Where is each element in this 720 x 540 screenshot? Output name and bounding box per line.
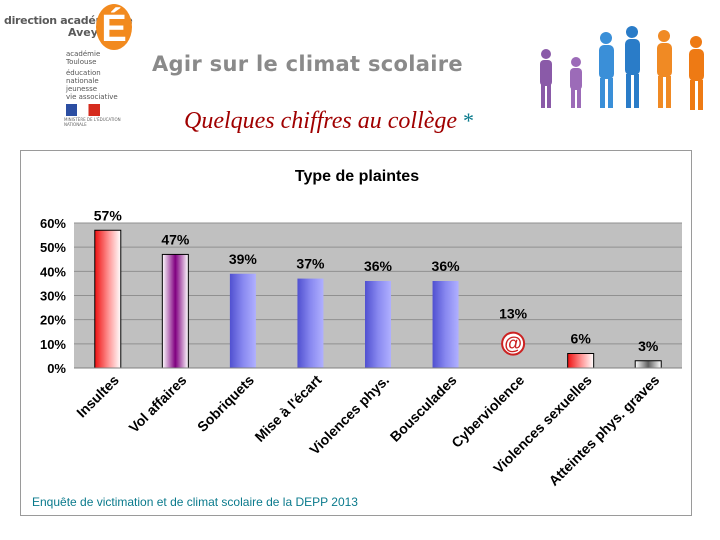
data-label: 36% [364, 258, 393, 274]
academie-e-badge: É [96, 4, 132, 50]
org-sub-4: nationale [66, 77, 99, 85]
data-label: 37% [296, 256, 325, 272]
banner-title: Agir sur le climat scolaire [152, 52, 463, 76]
org-sub-6: vie associative [66, 93, 118, 101]
data-label: 47% [161, 231, 190, 247]
y-tick-label: 30% [40, 289, 66, 304]
y-tick-label: 60% [40, 216, 66, 231]
subtitle-asterisk: * [463, 108, 475, 133]
bar [634, 360, 662, 369]
bar [365, 281, 391, 368]
bar [229, 273, 256, 368]
y-tick-label: 0% [47, 361, 66, 376]
bar [567, 353, 595, 369]
y-tick-label: 10% [40, 337, 66, 352]
svg-text:@: @ [504, 334, 522, 354]
page-subtitle: Quelques chiffres au collège * [184, 108, 474, 135]
data-label: 13% [499, 306, 528, 322]
bar [432, 281, 459, 368]
academie-logo: direction académique Aveyron É académie … [4, 4, 134, 127]
data-label: 6% [571, 331, 592, 347]
y-tick-label: 50% [40, 240, 66, 255]
x-tick-label: Mise à l'écart [251, 372, 324, 445]
subtitle-text: Quelques chiffres au collège [184, 108, 458, 134]
republique-flag-icon [66, 104, 100, 116]
bar-chart: Type de plaintes 0%10%20%30%40%50%60% @ … [32, 168, 682, 509]
bar-at-icon: @ [501, 331, 526, 356]
bar [297, 278, 324, 368]
data-label: 3% [638, 338, 659, 354]
bar [161, 253, 189, 369]
x-tick-label: Vol affaires [126, 372, 190, 436]
people-illustration-icon [540, 26, 704, 110]
x-tick-label: Insultes [73, 372, 122, 421]
x-tick-label: Sobriquets [194, 372, 257, 435]
data-label: 39% [229, 251, 258, 267]
data-label: 57% [94, 207, 123, 223]
y-tick-label: 40% [40, 264, 66, 279]
org-sub-2: Toulouse [66, 58, 97, 66]
chart-source: Enquête de victimation et de climat scol… [32, 495, 358, 509]
data-label: 36% [432, 258, 461, 274]
org-sub-1: académie [66, 50, 101, 58]
x-tick-label: Atteintes phys. graves [545, 372, 662, 489]
x-tick-label: Bousculades [387, 372, 460, 445]
ministry-caption: MINISTÈRE DE L'ÉDUCATION NATIONALE [64, 117, 121, 127]
chart-panel: Type de plaintes 0% 10% 20% 30% 40% 50% 60% @ … [20, 150, 692, 516]
org-sub-3: éducation [66, 69, 101, 77]
y-tick-label: 20% [40, 313, 66, 328]
bar [94, 229, 122, 369]
org-sub-5: jeunesse [66, 85, 98, 93]
chart-title: Type de plaintes [295, 168, 419, 185]
